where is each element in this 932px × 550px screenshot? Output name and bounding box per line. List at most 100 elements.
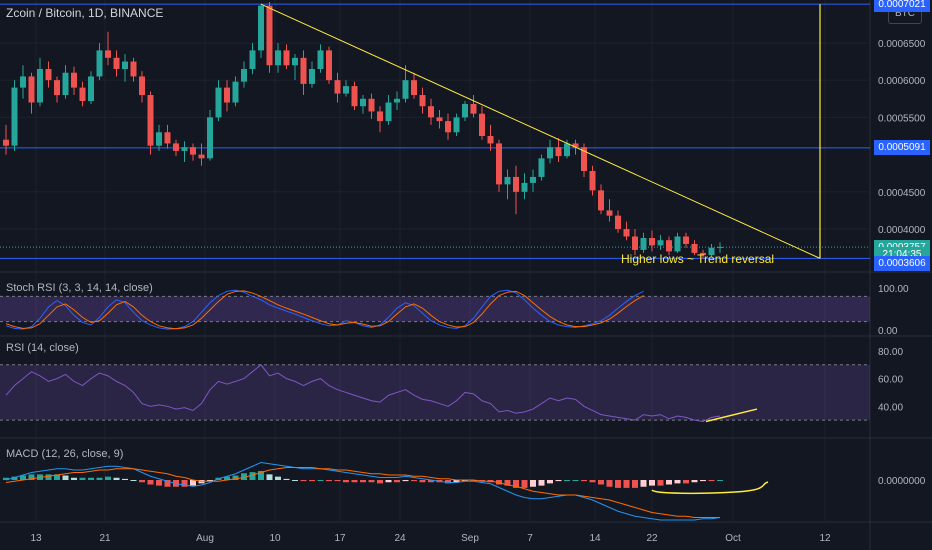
candle-body <box>207 117 213 159</box>
x-tick-label: 22 <box>646 533 658 544</box>
macd-histogram-bar <box>708 480 715 482</box>
macd-histogram-bar <box>479 480 485 482</box>
macd-histogram-bar <box>181 480 188 487</box>
x-tick-label: 7 <box>527 533 533 544</box>
candle-body <box>275 50 281 66</box>
macd-tick-label: 0.0000000 <box>878 476 926 487</box>
macd-signal-line <box>5 467 720 518</box>
macd-histogram-bar <box>71 477 77 480</box>
candle-body <box>181 147 188 151</box>
candle-body <box>360 98 366 107</box>
candle-body <box>555 147 562 157</box>
candle-body <box>479 113 485 136</box>
x-tick-label: 17 <box>334 533 346 544</box>
macd-histogram-bar <box>190 480 196 486</box>
macd-histogram-bar <box>538 480 545 486</box>
macd-histogram-bar <box>156 480 162 486</box>
candle-body <box>674 236 681 252</box>
macd-histogram-bar <box>96 477 103 480</box>
macd-histogram-bar <box>640 480 647 487</box>
symbol-title[interactable]: Zcoin / Bitcoin, 1D, BINANCE <box>6 6 164 20</box>
candle-body <box>394 98 400 103</box>
macd-histogram-bar <box>351 480 358 483</box>
macd-histogram-bar <box>666 480 672 485</box>
macd-histogram-bar <box>249 472 256 480</box>
macd-histogram-bar <box>300 480 307 482</box>
candle-body <box>368 98 375 112</box>
macd-histogram-bar <box>241 473 247 480</box>
macd-histogram-bar <box>530 480 536 487</box>
candle-body <box>292 57 298 66</box>
candle-body <box>190 147 196 155</box>
macd-histogram-bar <box>258 471 264 480</box>
candle-body <box>351 86 358 107</box>
macd-histogram-bar <box>334 480 341 482</box>
macd-histogram-bar <box>317 480 324 481</box>
x-tick-label: Aug <box>196 533 214 544</box>
macd-histogram-bar <box>581 480 587 482</box>
candle-body <box>615 215 621 230</box>
macd-histogram-bar <box>411 480 417 482</box>
macd-line <box>5 461 721 521</box>
candle-body <box>71 72 77 88</box>
candle-body <box>411 80 417 96</box>
price-tick-label: 0.0004000 <box>878 225 926 236</box>
macd-histogram-bar <box>266 474 273 480</box>
macd-histogram-bar <box>555 480 562 482</box>
price-tick-label: 0.0004500 <box>878 188 926 199</box>
macd-histogram-bar <box>453 480 460 483</box>
candle-body <box>385 102 392 122</box>
macd-histogram-bar <box>394 480 400 483</box>
stoch-k-line <box>5 289 644 330</box>
candle-body <box>28 76 35 103</box>
macd-histogram-bar <box>445 480 451 484</box>
macd-histogram-bar <box>343 480 349 483</box>
candle-body <box>45 69 52 81</box>
candle-body <box>232 81 239 103</box>
candle-body <box>581 147 587 171</box>
x-tick-label: 10 <box>269 533 281 544</box>
macd-histogram-bar <box>122 478 128 480</box>
candle-body <box>564 143 570 157</box>
candle-body <box>11 87 18 146</box>
candle-body <box>96 50 103 77</box>
candle-body <box>224 87 230 103</box>
macd-histogram-bar <box>606 480 613 487</box>
macd-histogram-bar <box>3 477 9 480</box>
macd-histogram-bar <box>504 480 511 486</box>
candle-body <box>717 246 723 248</box>
macd-histogram-bar <box>717 480 723 481</box>
macd-histogram-bar <box>45 474 52 480</box>
candle-body <box>198 154 205 159</box>
macd-histogram-bar <box>20 475 26 480</box>
descending-trendline <box>260 3 821 259</box>
macd-histogram-bar <box>462 480 468 482</box>
candle-body <box>606 210 613 216</box>
macd-histogram-bar <box>419 480 426 483</box>
candle-body <box>62 72 69 96</box>
candle-body <box>402 80 409 99</box>
macd-histogram-bar <box>649 480 655 486</box>
candle-body <box>122 61 128 69</box>
candle-body <box>20 76 26 88</box>
macd-histogram-bar <box>224 476 230 480</box>
stoch-rsi-label[interactable]: Stoch RSI (3, 3, 14, 14, close) <box>6 282 153 294</box>
macd-histogram-bar <box>513 480 519 488</box>
rsi-label[interactable]: RSI (14, close) <box>6 342 79 354</box>
candle-body <box>54 80 60 96</box>
candle-body <box>241 69 247 82</box>
candle-body <box>130 61 137 77</box>
candle-body <box>139 76 145 96</box>
candle-body <box>700 252 706 256</box>
macd-histogram-bar <box>105 476 111 480</box>
macd-histogram-bar <box>470 480 477 482</box>
candle-body <box>377 111 383 122</box>
macd-histogram-bar <box>521 480 528 488</box>
stoch-d-line <box>5 290 644 330</box>
rsi-tick-label: 40.00 <box>878 402 903 413</box>
candle-body <box>334 80 341 94</box>
macd-histogram-bar <box>683 480 689 484</box>
macd-label[interactable]: MACD (12, 26, close, 9) <box>6 448 124 460</box>
candle-body <box>249 50 256 69</box>
